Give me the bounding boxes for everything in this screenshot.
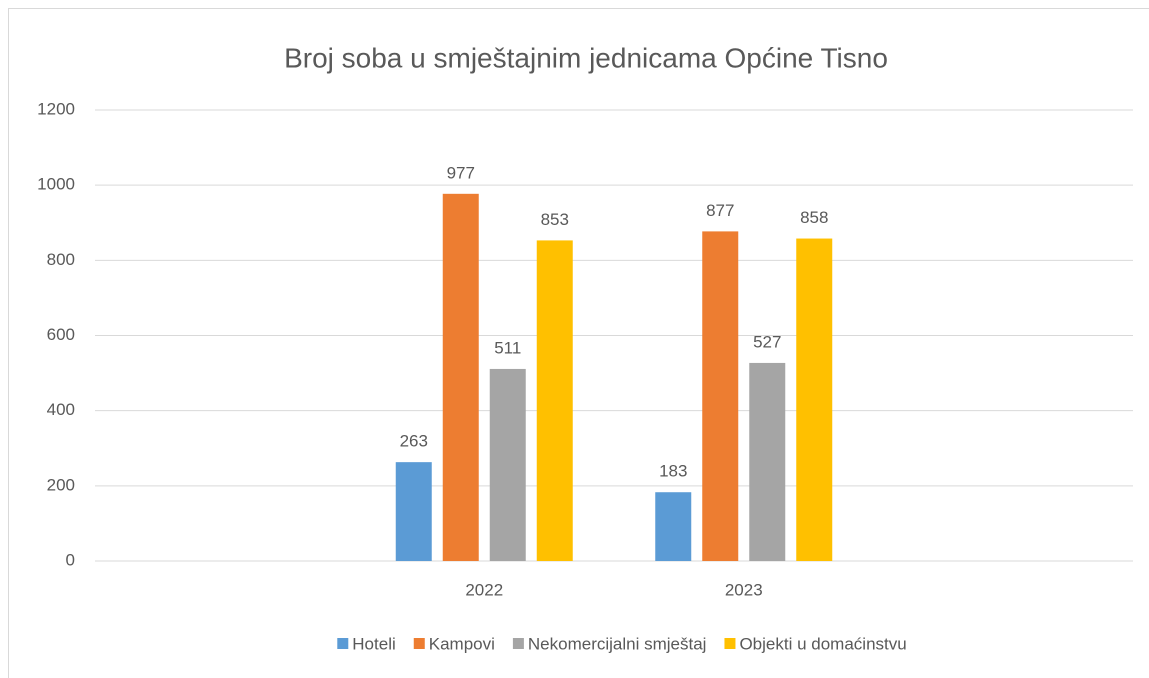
bar bbox=[749, 362, 786, 561]
legend-swatch bbox=[724, 638, 736, 649]
bar bbox=[702, 231, 739, 561]
y-tick-label: 400 bbox=[47, 400, 75, 419]
bar bbox=[442, 193, 479, 561]
y-tick-label: 200 bbox=[47, 475, 75, 494]
legend-swatch bbox=[337, 638, 349, 649]
bar bbox=[536, 240, 573, 561]
y-tick-label: 800 bbox=[47, 250, 75, 269]
bar bbox=[796, 238, 833, 561]
data-label: 263 bbox=[400, 432, 428, 451]
data-label: 183 bbox=[659, 462, 687, 481]
data-label: 853 bbox=[541, 210, 569, 229]
y-tick-label: 1000 bbox=[37, 175, 75, 194]
data-label: 977 bbox=[447, 163, 475, 182]
x-tick-label: 2022 bbox=[465, 580, 503, 599]
y-tick-label: 1200 bbox=[37, 99, 75, 118]
legend-swatch bbox=[413, 638, 425, 649]
legend-label: Kampovi bbox=[429, 634, 495, 653]
data-label: 511 bbox=[494, 338, 521, 357]
data-label: 527 bbox=[753, 332, 781, 351]
bar bbox=[395, 462, 432, 561]
chart-title: Broj soba u smještajnim jednicama Općine… bbox=[284, 42, 888, 73]
data-label: 858 bbox=[800, 208, 828, 227]
legend-label: Objekti u domaćinstvu bbox=[739, 634, 906, 653]
legend-label: Hoteli bbox=[352, 634, 395, 653]
data-label: 877 bbox=[706, 201, 734, 220]
bar bbox=[489, 368, 526, 561]
y-tick-label: 600 bbox=[47, 325, 75, 344]
x-tick-label: 2023 bbox=[725, 580, 763, 599]
legend-label: Nekomercijalni smještaj bbox=[528, 634, 707, 653]
bar bbox=[655, 492, 692, 561]
chart-border bbox=[8, 8, 1149, 678]
y-tick-label: 0 bbox=[66, 550, 75, 569]
legend-swatch bbox=[512, 638, 524, 649]
